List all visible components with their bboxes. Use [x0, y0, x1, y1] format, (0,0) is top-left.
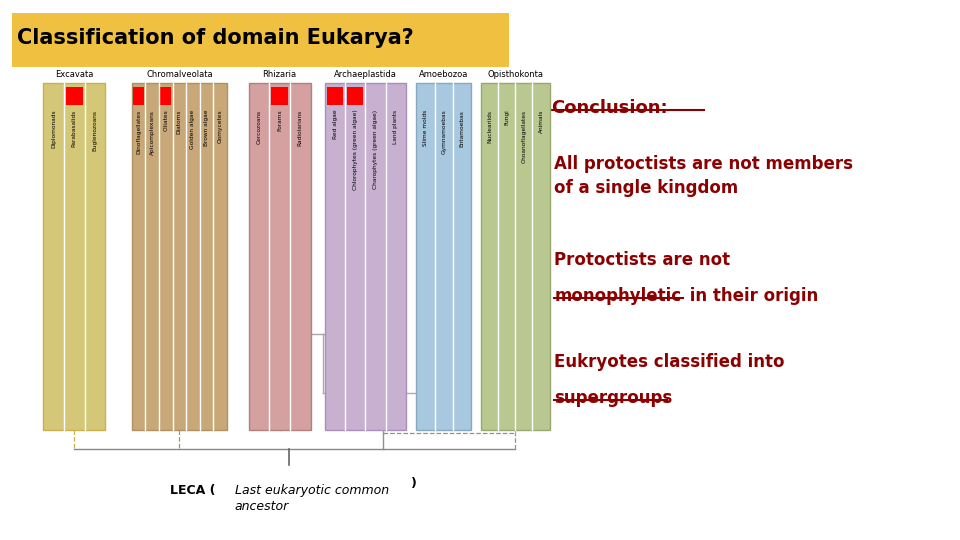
Bar — [66, 87, 83, 105]
Text: Choanoflagellates: Choanoflagellates — [521, 110, 526, 163]
FancyBboxPatch shape — [132, 83, 228, 430]
Text: Charophytes (green algae): Charophytes (green algae) — [373, 110, 378, 189]
FancyBboxPatch shape — [481, 83, 550, 430]
Bar — [348, 87, 364, 105]
Text: Golden algae: Golden algae — [190, 110, 196, 149]
Text: Opisthokonta: Opisthokonta — [488, 70, 543, 79]
Text: Classification of domain Eukarya?: Classification of domain Eukarya? — [17, 28, 414, 48]
Text: Conclusion:: Conclusion: — [552, 99, 668, 117]
Text: Land plants: Land plants — [394, 110, 398, 144]
Text: LECA (: LECA ( — [170, 484, 215, 497]
Text: Last eukaryotic common
ancestor: Last eukaryotic common ancestor — [234, 484, 389, 513]
Text: Diatoms: Diatoms — [177, 110, 181, 134]
Bar — [272, 87, 288, 105]
Text: Entamoebas: Entamoebas — [460, 110, 465, 146]
Text: Nucleariids: Nucleariids — [487, 110, 492, 143]
Text: Ciliates: Ciliates — [163, 110, 168, 131]
Text: Forams: Forams — [277, 110, 282, 131]
Text: Fungi: Fungi — [504, 110, 509, 125]
Text: Chromalveolata: Chromalveolata — [146, 70, 213, 79]
Text: supergroups: supergroups — [555, 389, 673, 407]
Text: •: • — [536, 251, 546, 269]
Text: Protoctists are not: Protoctists are not — [555, 251, 731, 290]
Text: Oomycetes: Oomycetes — [218, 110, 223, 143]
FancyBboxPatch shape — [416, 83, 471, 430]
Text: in their origin: in their origin — [684, 287, 819, 305]
Text: Radiolarians: Radiolarians — [298, 110, 302, 146]
Text: All protoctists are not members
of a single kingdom: All protoctists are not members of a sin… — [555, 155, 853, 197]
Text: Archaeplastida: Archaeplastida — [334, 70, 396, 79]
Text: Cercozoans: Cercozoans — [256, 110, 261, 144]
Text: •: • — [536, 353, 546, 371]
Text: Animals: Animals — [539, 110, 543, 133]
Text: Amoebozoa: Amoebozoa — [420, 70, 468, 79]
Text: monophyletic: monophyletic — [555, 287, 682, 305]
Text: Diplomonads: Diplomonads — [51, 110, 57, 148]
FancyBboxPatch shape — [12, 14, 509, 67]
Text: Excavata: Excavata — [55, 70, 93, 79]
Text: Brown algae: Brown algae — [204, 110, 209, 146]
FancyBboxPatch shape — [324, 83, 406, 430]
Text: Dinoflagellates: Dinoflagellates — [136, 110, 141, 154]
Text: •: • — [536, 155, 546, 173]
FancyBboxPatch shape — [43, 83, 106, 430]
Text: Rhizaria: Rhizaria — [262, 70, 297, 79]
Bar — [160, 87, 171, 105]
Text: Apicomplexans: Apicomplexans — [150, 110, 155, 154]
Text: ): ) — [411, 477, 418, 490]
Bar — [133, 87, 144, 105]
Text: Euglenozoans: Euglenozoans — [92, 110, 98, 151]
Bar — [327, 87, 343, 105]
Text: Gymnamoebas: Gymnamoebas — [442, 110, 446, 154]
Text: Red algae: Red algae — [332, 110, 338, 139]
Text: Eukryotes classified into: Eukryotes classified into — [555, 353, 785, 392]
FancyBboxPatch shape — [249, 83, 311, 430]
Text: Slime molds: Slime molds — [422, 110, 428, 146]
Text: Parabasalids: Parabasalids — [72, 110, 77, 147]
Text: Chlorophytes (green algae): Chlorophytes (green algae) — [353, 110, 358, 191]
